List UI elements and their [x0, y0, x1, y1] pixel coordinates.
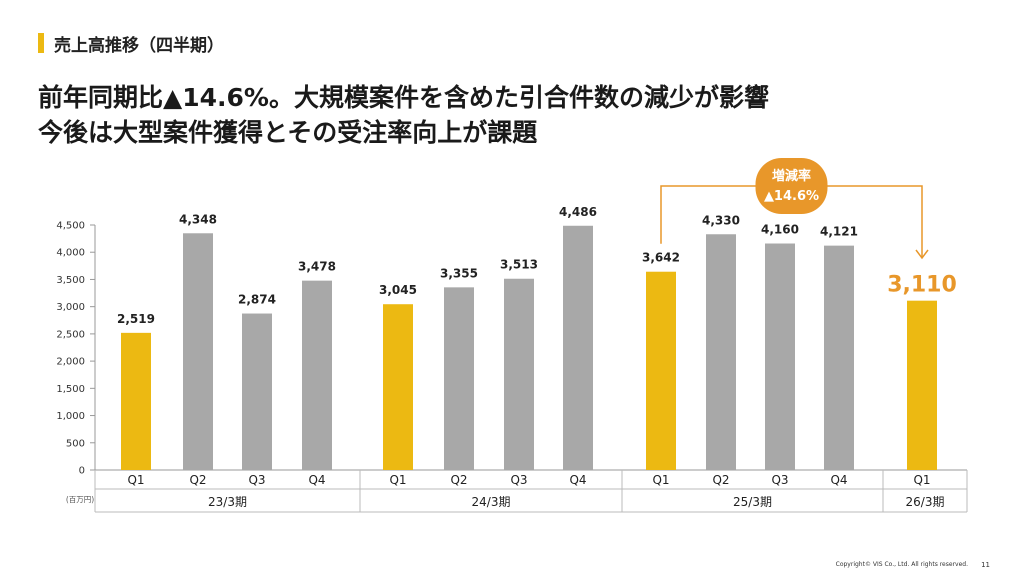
y-tick-label: 1,000	[56, 411, 85, 422]
headline: 前年同期比▲14.6%。大規模案件を含めた引合件数の減少が影響 今後は大型案件獲…	[38, 80, 769, 150]
group-label: 24/3期	[472, 495, 511, 509]
y-tick-label: 0	[79, 466, 85, 477]
y-unit-label: (百万円)	[66, 495, 94, 504]
data-label-emphasized: 3,110	[887, 273, 957, 298]
x-tick-label: Q4	[830, 473, 847, 487]
data-label: 3,642	[642, 251, 680, 265]
annotation-arrowhead	[915, 249, 929, 260]
page-number: 11	[981, 561, 990, 569]
data-label: 3,045	[379, 283, 417, 297]
copyright-text: Copyright© VIS Co., Ltd. All rights rese…	[835, 561, 968, 568]
bar	[242, 313, 272, 470]
y-tick-label: 2,000	[56, 357, 85, 368]
annotation-value: ▲14.6%	[764, 189, 819, 204]
x-tick-label: Q1	[913, 473, 930, 487]
bar	[504, 278, 534, 470]
bar	[444, 287, 474, 470]
bar	[563, 225, 593, 470]
data-label: 4,160	[761, 223, 799, 237]
x-tick-label: Q1	[652, 473, 669, 487]
annotation-title: 増減率	[772, 168, 811, 184]
y-tick-label: 4,000	[56, 248, 85, 259]
group-label: 26/3期	[906, 495, 945, 509]
y-tick-label: 3,500	[56, 275, 85, 286]
bar	[706, 234, 736, 470]
bar	[824, 245, 854, 470]
headline-line-1: 前年同期比▲14.6%。大規模案件を含めた引合件数の減少が影響	[38, 83, 769, 112]
bar	[765, 243, 795, 470]
section-title: 売上高推移（四半期）	[54, 36, 224, 56]
data-label: 3,355	[440, 266, 478, 280]
data-label: 4,330	[702, 213, 740, 227]
bar	[183, 233, 213, 470]
x-tick-label: Q3	[510, 473, 527, 487]
bar	[302, 280, 332, 470]
data-label: 2,874	[238, 293, 276, 307]
data-label: 2,519	[117, 312, 155, 326]
x-tick-label: Q3	[248, 473, 265, 487]
bar	[907, 300, 937, 470]
data-label: 4,121	[820, 225, 858, 239]
y-tick-label: 500	[66, 438, 85, 449]
data-label: 4,348	[179, 212, 217, 226]
data-label: 3,513	[500, 258, 538, 272]
y-tick-label: 2,500	[56, 329, 85, 340]
x-tick-label: Q4	[308, 473, 325, 487]
bar	[646, 271, 676, 470]
data-label: 3,478	[298, 260, 336, 274]
annotation-badge	[755, 158, 828, 214]
bar	[121, 332, 151, 470]
x-tick-label: Q4	[569, 473, 586, 487]
x-tick-label: Q2	[450, 473, 467, 487]
x-tick-label: Q1	[389, 473, 406, 487]
bar	[383, 304, 413, 470]
x-tick-label: Q1	[127, 473, 144, 487]
y-tick-label: 4,500	[56, 221, 85, 232]
group-label: 25/3期	[733, 495, 772, 509]
data-label: 4,486	[559, 205, 597, 219]
x-tick-label: Q3	[771, 473, 788, 487]
x-tick-label: Q2	[189, 473, 206, 487]
headline-line-2: 今後は大型案件獲得とその受注率向上が課題	[38, 118, 538, 147]
x-tick-label: Q2	[712, 473, 729, 487]
section-accent-bar	[38, 33, 44, 53]
y-tick-label: 3,000	[56, 302, 85, 313]
group-label: 23/3期	[208, 495, 247, 509]
y-tick-label: 1,500	[56, 384, 85, 395]
